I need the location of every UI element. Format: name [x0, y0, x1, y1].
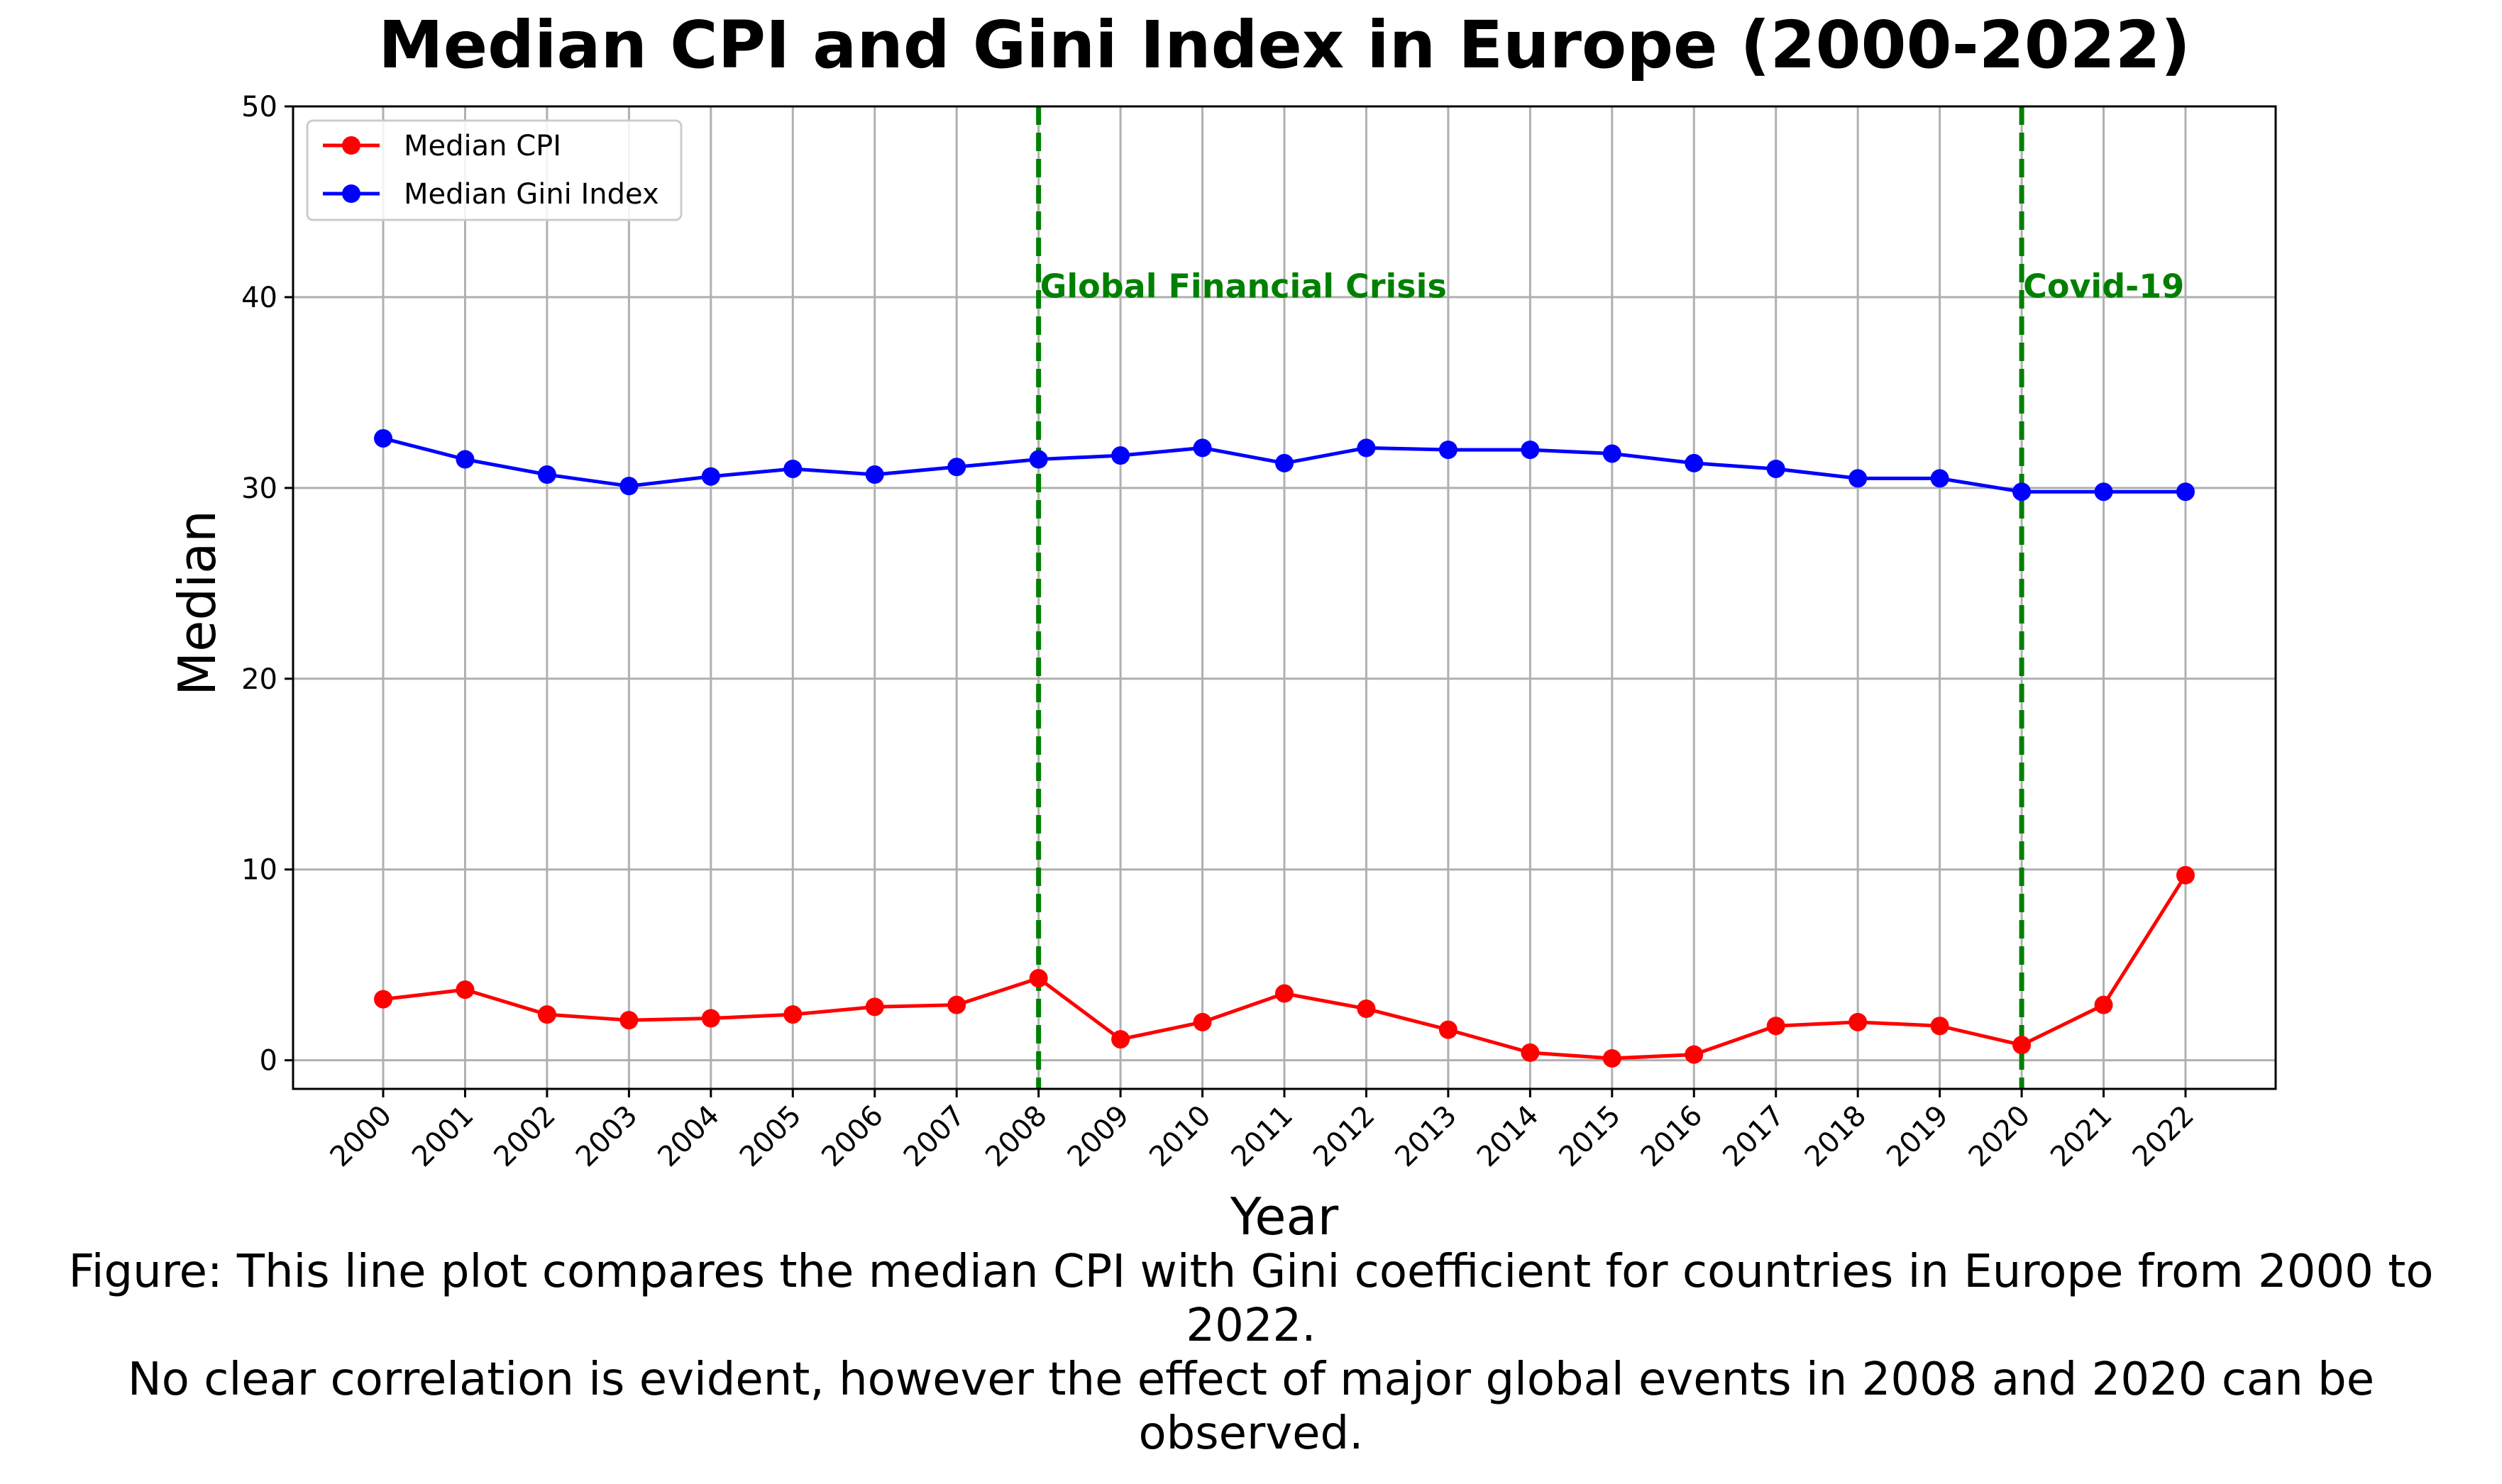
x-tick-label: 2003 [570, 1100, 644, 1174]
y-tick-label: 30 [241, 472, 277, 505]
x-tick-label: 2022 [2127, 1100, 2201, 1174]
y-tick-label: 40 [241, 282, 277, 314]
x-tick-label: 2001 [406, 1100, 480, 1174]
data-point [701, 1009, 720, 1028]
x-tick-label: 2018 [1799, 1100, 1873, 1174]
x-tick-label: 2014 [1471, 1100, 1545, 1174]
chart-title: Median CPI and Gini Index in Europe (200… [378, 7, 2190, 83]
data-point [2012, 482, 2032, 502]
data-point [2012, 1036, 2032, 1055]
x-tick-label: 2020 [1963, 1100, 2037, 1174]
data-point [1357, 1000, 1376, 1019]
data-point [1766, 1017, 1785, 1036]
y-tick-label: 50 [241, 91, 277, 123]
caption-line-4: observed. [1138, 1407, 1364, 1460]
data-point [1111, 446, 1130, 465]
x-tick-label: 2011 [1225, 1100, 1300, 1174]
x-tick-label: 2015 [1553, 1100, 1627, 1174]
data-point [1357, 438, 1376, 458]
data-point [1685, 1045, 1704, 1064]
data-point [1029, 969, 1048, 988]
data-point [1275, 984, 1294, 1003]
data-point [1438, 1020, 1457, 1039]
y-tick-label: 10 [241, 854, 277, 887]
series [374, 428, 2195, 1068]
data-point [2176, 482, 2195, 502]
legend-label: Median CPI [404, 130, 561, 162]
x-tick-label: 2010 [1143, 1100, 1218, 1174]
data-point [374, 428, 392, 448]
legend-marker [342, 184, 360, 203]
data-point [1521, 1043, 1540, 1062]
data-point [1193, 1012, 1212, 1031]
data-point [1029, 450, 1048, 469]
data-point [1766, 459, 1785, 478]
data-point [1438, 441, 1457, 460]
grid [293, 105, 2276, 1089]
data-point [1193, 438, 1212, 458]
data-point [1602, 1048, 1621, 1068]
data-point [783, 459, 803, 478]
x-tick-label: 2004 [651, 1100, 726, 1174]
data-point [1930, 469, 1949, 488]
x-tick-label: 2002 [487, 1100, 562, 1174]
data-point [2176, 865, 2195, 885]
data-point [456, 980, 475, 1000]
data-point [701, 467, 720, 486]
data-point [947, 995, 966, 1014]
data-point [1848, 1012, 1868, 1031]
caption-line-3: No clear correlation is evident, however… [127, 1353, 2375, 1406]
data-point [865, 465, 884, 484]
data-point [1275, 453, 1294, 472]
data-point [1930, 1017, 1949, 1036]
data-point [1602, 444, 1621, 463]
data-point [2094, 995, 2113, 1014]
data-point [1521, 441, 1540, 460]
data-point [783, 1005, 803, 1024]
legend-box [306, 119, 683, 221]
data-point [537, 1005, 556, 1024]
legend-marker [342, 136, 360, 155]
x-tick-label: 2000 [324, 1100, 399, 1174]
data-point [1848, 469, 1868, 488]
data-point [1685, 453, 1704, 472]
data-point [619, 477, 639, 496]
data-point [456, 450, 475, 469]
caption-line-2: 2022. [1186, 1300, 1316, 1352]
x-tick-label: 2012 [1307, 1100, 1382, 1174]
data-point [947, 458, 966, 477]
caption-line-1: Figure: This line plot compares the medi… [68, 1246, 2434, 1298]
data-point [2094, 482, 2113, 502]
data-point [619, 1011, 639, 1030]
x-tick-label: 2021 [2044, 1100, 2119, 1174]
x-tick-label: 2016 [1635, 1100, 1709, 1174]
x-tick-label: 2007 [898, 1100, 972, 1174]
event-annotations: Global Financial Crisis Covid-19 [1036, 106, 2184, 1089]
event-label: Global Financial Crisis [1040, 267, 1447, 305]
y-tick-label: 0 [260, 1045, 277, 1078]
figure-caption: Figure: This line plot compares the medi… [0, 1245, 2502, 1461]
event-label: Covid-19 [2023, 267, 2184, 305]
data-point [865, 997, 884, 1017]
x-axis-label: Year [1230, 1187, 1339, 1246]
x-tick-label: 2009 [1062, 1100, 1136, 1174]
x-tick-label: 2005 [734, 1100, 808, 1174]
data-point [374, 990, 392, 1009]
y-axis: 0 10 20 30 40 50 [241, 91, 293, 1078]
legend-label: Median Gini Index [404, 178, 659, 211]
x-tick-label: 2019 [1880, 1100, 1955, 1174]
data-point [1111, 1030, 1130, 1049]
data-point [537, 465, 556, 484]
x-axis: 2000 2001 2002 2003 2004 2005 2006 2007 2008 2009… [324, 1089, 2201, 1174]
x-tick-label: 2017 [1716, 1100, 1791, 1174]
y-tick-label: 20 [241, 663, 277, 696]
x-tick-label: 2013 [1389, 1100, 1463, 1174]
legend: Median CPI Median Gini Index [306, 119, 683, 221]
x-tick-label: 2006 [815, 1100, 890, 1174]
y-axis-label: Median [167, 510, 227, 696]
x-tick-label: 2008 [979, 1100, 1054, 1174]
